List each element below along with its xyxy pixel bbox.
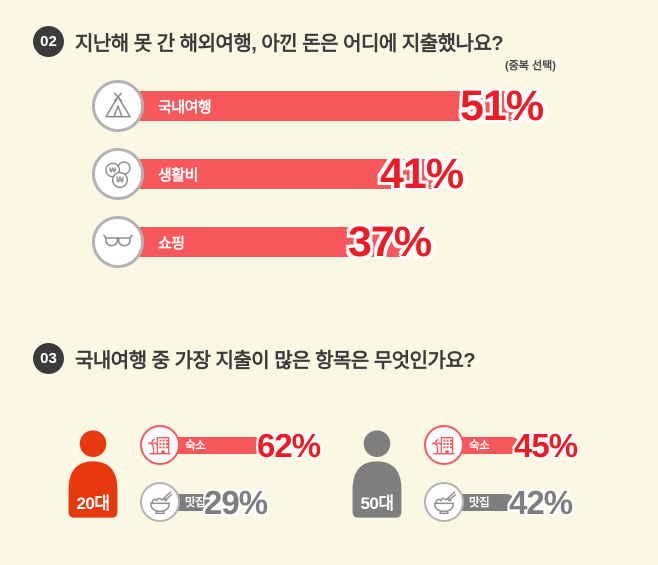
bar-label: 생활비 bbox=[158, 166, 198, 184]
tent-icon bbox=[92, 80, 144, 132]
mini-row-restaurants: 맛집 42% bbox=[424, 482, 577, 522]
mini-bar-label: 숙소 bbox=[469, 440, 490, 452]
sunglasses-icon bbox=[92, 216, 144, 268]
question-2-title: 지난해 못 간 해외여행, 아낀 돈은 어디에 지출했나요? bbox=[75, 33, 504, 55]
age-group-50s-bars: 숙소 45% 맛집 42% bbox=[424, 423, 578, 525]
bar-domestic-travel: 국내여행 bbox=[120, 91, 528, 121]
age-group-20s: 20대 bbox=[56, 423, 321, 525]
bar-shopping: 쇼핑 bbox=[120, 227, 416, 257]
food-icon bbox=[140, 482, 180, 522]
multi-select-note: (중복 선택) bbox=[505, 60, 556, 72]
bar-value: 51% bbox=[460, 81, 544, 130]
bar-value: 41% bbox=[380, 149, 464, 198]
svg-text:₩: ₩ bbox=[109, 166, 116, 175]
mini-bar-label: 맛집 bbox=[185, 497, 206, 509]
coins-icon: ₩ ₩ bbox=[92, 148, 144, 200]
mini-row-restaurants: 맛집 29% bbox=[140, 482, 320, 522]
age-group-20s-bars: 숙소 62% 맛집 29% bbox=[140, 423, 321, 525]
bar-value: 37% bbox=[348, 217, 432, 266]
person-icon: 50대 bbox=[340, 423, 414, 525]
mini-bar-label: 숙소 bbox=[185, 440, 206, 452]
question-2-badge: 02 bbox=[33, 26, 64, 57]
mini-row-lodging: 숙소 62% bbox=[140, 425, 321, 465]
age-label: 20대 bbox=[76, 494, 110, 513]
food-icon bbox=[424, 482, 464, 522]
bar-living-expenses: 생활비 bbox=[120, 159, 448, 189]
bar-label: 국내여행 bbox=[158, 98, 212, 116]
mini-bar-value: 62% bbox=[257, 426, 321, 464]
bar-row-living-expenses: ₩ ₩ 생활비 41% bbox=[92, 148, 464, 200]
bar-row-shopping: 쇼핑 37% bbox=[92, 216, 432, 268]
hotel-icon bbox=[140, 425, 180, 465]
mini-bar-lodging: 숙소 bbox=[448, 436, 520, 454]
mini-bar-restaurants: 맛집 bbox=[448, 493, 515, 511]
question-2-header: 02 지난해 못 간 해외여행, 아낀 돈은 어디에 지출했나요? bbox=[33, 26, 504, 57]
mini-bar-value: 29% bbox=[204, 483, 268, 521]
question-3-header: 03 국내여행 중 가장 지출이 많은 항목은 무엇인가요? bbox=[33, 343, 476, 374]
age-group-50s: 50대 bbox=[340, 423, 578, 525]
hotel-icon bbox=[424, 425, 464, 465]
mini-bar-lodging: 숙소 bbox=[164, 436, 263, 454]
mini-bar-value: 42% bbox=[509, 483, 573, 521]
question-3-title: 국내여행 중 가장 지출이 많은 항목은 무엇인가요? bbox=[75, 350, 476, 372]
svg-text:₩: ₩ bbox=[116, 176, 124, 185]
mini-row-lodging: 숙소 45% bbox=[424, 425, 578, 465]
person-icon: 20대 bbox=[56, 423, 130, 525]
bar-row-domestic-travel: 국내여행 51% bbox=[92, 80, 544, 132]
mini-bar-label: 맛집 bbox=[469, 497, 490, 509]
age-label: 50대 bbox=[360, 494, 394, 513]
mini-bar-value: 45% bbox=[514, 426, 578, 464]
bar-label: 쇼핑 bbox=[158, 234, 185, 252]
question-3-badge: 03 bbox=[33, 343, 64, 374]
